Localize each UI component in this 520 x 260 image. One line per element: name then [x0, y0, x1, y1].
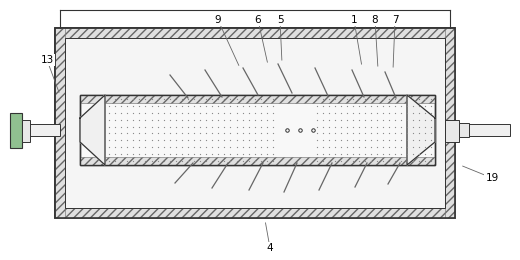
Bar [22, 120, 30, 142]
Bar [445, 120, 459, 142]
Bar [275, 115, 315, 145]
Text: 9: 9 [215, 15, 222, 25]
Text: 7: 7 [392, 15, 398, 25]
Bar [55, 28, 455, 218]
Bar [65, 38, 445, 208]
Text: 1: 1 [350, 15, 357, 25]
Bar [80, 157, 435, 165]
Polygon shape [407, 95, 435, 165]
Bar [55, 208, 455, 218]
Bar [445, 28, 455, 218]
Bar [80, 95, 435, 165]
Polygon shape [80, 95, 105, 165]
Text: 19: 19 [485, 173, 499, 183]
Bar [55, 28, 65, 218]
Text: 5: 5 [277, 15, 283, 25]
Bar [80, 95, 435, 165]
Bar [80, 95, 435, 103]
Bar [10, 113, 22, 148]
Text: 6: 6 [255, 15, 262, 25]
Bar [445, 124, 510, 136]
Bar [55, 28, 455, 218]
Bar [459, 123, 469, 137]
Text: 13: 13 [41, 55, 54, 65]
Bar [10, 124, 60, 136]
Text: 4: 4 [267, 243, 274, 253]
Bar [55, 28, 455, 38]
Text: 8: 8 [372, 15, 379, 25]
